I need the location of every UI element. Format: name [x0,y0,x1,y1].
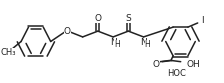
Text: H: H [144,40,150,49]
Text: H: H [114,40,120,49]
Text: N: N [110,38,116,47]
Text: S: S [125,14,131,23]
Text: O: O [94,14,101,23]
Text: O: O [153,60,160,69]
Text: I: I [202,16,204,25]
Text: O: O [64,27,71,36]
Text: CH₃: CH₃ [0,48,16,57]
Text: N: N [140,38,147,47]
Text: OH: OH [186,60,200,69]
Text: HOC: HOC [167,69,186,78]
